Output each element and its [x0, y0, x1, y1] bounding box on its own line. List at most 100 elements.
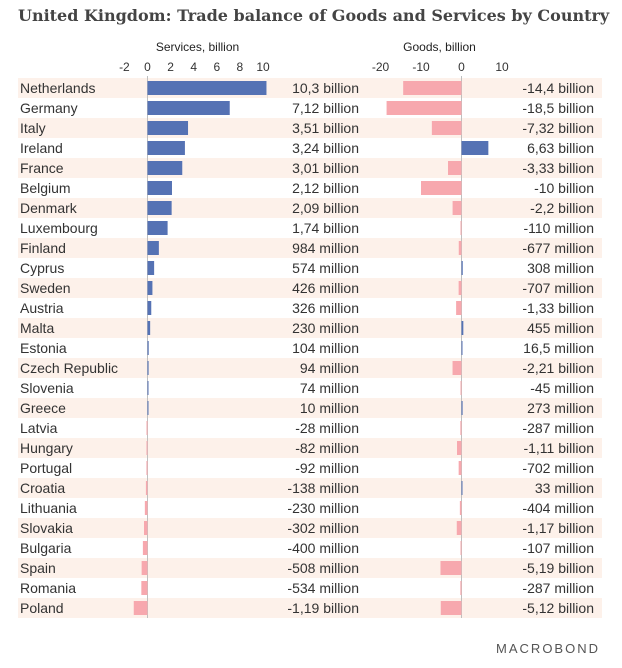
services-tick-label: 4 — [190, 60, 197, 74]
services-tick-label: 2 — [167, 60, 174, 74]
services-bar — [147, 281, 153, 295]
goods-value-label: -287 million — [522, 580, 594, 596]
goods-bar — [460, 421, 462, 435]
labels: Netherlands 10,3 billion -14,4 billion Germ… — [20, 80, 594, 616]
services-tick-label: 6 — [213, 60, 220, 74]
services-bar — [147, 181, 172, 195]
services-value-label: 426 million — [292, 280, 359, 296]
goods-value-label: -1,11 billion — [523, 440, 594, 456]
goods-tick-label: -20 — [372, 60, 390, 74]
macrobond-logo: MACROBOND — [496, 641, 600, 656]
services-bar — [141, 561, 148, 575]
services-value-label: -534 million — [287, 580, 359, 596]
goods-value-label: -1,17 billion — [522, 520, 594, 536]
goods-value-label: -2,2 billion — [530, 200, 594, 216]
goods-bar — [461, 141, 489, 155]
services-value-label: -138 million — [287, 480, 359, 496]
country-label: Portugal — [20, 460, 72, 476]
goods-value-label: -45 million — [530, 380, 594, 396]
services-value-label: 2,12 billion — [292, 180, 359, 196]
goods-value-label: 6,63 billion — [527, 140, 594, 156]
goods-bar — [452, 201, 462, 215]
goods-value-label: -14,4 billion — [522, 80, 594, 96]
goods-value-label: -1,33 billion — [522, 300, 594, 316]
country-label: France — [20, 160, 64, 176]
services-value-label: -1,19 billion — [287, 600, 359, 616]
goods-bar — [457, 441, 462, 455]
row-band — [18, 438, 602, 458]
services-tick-label: 0 — [144, 60, 151, 74]
country-label: Lithuania — [20, 500, 77, 516]
row-band — [18, 478, 602, 498]
goods-bar — [460, 541, 462, 555]
country-label: Romania — [20, 580, 76, 596]
row-bands — [18, 78, 602, 618]
goods-value-label: -10 billion — [534, 180, 594, 196]
goods-value-label: -2,21 billion — [522, 360, 594, 376]
goods-bar — [461, 341, 463, 355]
country-label: Malta — [20, 320, 54, 336]
country-label: Spain — [20, 560, 56, 576]
services-value-label: 1,74 billion — [292, 220, 359, 236]
country-label: Luxembourg — [20, 220, 98, 236]
country-label: Ireland — [20, 140, 63, 156]
services-value-label: 326 million — [292, 300, 359, 316]
services-tick-label: 10 — [256, 60, 270, 74]
services-bar — [141, 581, 148, 595]
services-bar — [147, 361, 149, 375]
goods-bar — [460, 581, 462, 595]
goods-bar — [458, 241, 462, 255]
services-value-label: -508 million — [287, 560, 359, 576]
services-value-label: 3,01 billion — [292, 160, 359, 176]
goods-value-label: -707 million — [522, 280, 594, 296]
country-label: Italy — [20, 120, 46, 136]
services-bar — [147, 341, 149, 355]
goods-bar — [458, 281, 462, 295]
services-bar — [147, 401, 149, 415]
services-bar — [144, 501, 148, 515]
goods-bar — [461, 321, 464, 335]
goods-value-label: -18,5 billion — [522, 100, 594, 116]
country-label: Belgium — [20, 180, 71, 196]
country-label: Slovenia — [20, 380, 74, 396]
goods-value-label: 308 million — [527, 260, 594, 276]
country-label: Sweden — [20, 280, 71, 296]
services-value-label: 2,09 billion — [292, 200, 359, 216]
services-bar — [147, 101, 230, 115]
services-bar — [147, 161, 183, 175]
goods-tick-label: 0 — [458, 60, 465, 74]
country-label: Finland — [20, 240, 66, 256]
services-bar — [147, 321, 151, 335]
services-bar — [147, 141, 185, 155]
country-label: Croatia — [20, 480, 65, 496]
services-bar — [147, 261, 155, 275]
services-value-label: -302 million — [287, 520, 359, 536]
goods-tick-label: -10 — [412, 60, 430, 74]
goods-value-label: -3,33 billion — [522, 160, 594, 176]
services-tick-label: 8 — [237, 60, 244, 74]
services-tick-label: -2 — [119, 60, 130, 74]
country-label: Bulgaria — [20, 540, 72, 556]
goods-bar — [386, 101, 462, 115]
goods-bar — [461, 261, 463, 275]
goods-bar — [403, 81, 462, 95]
services-value-label: 94 million — [300, 360, 359, 376]
country-label: Denmark — [20, 200, 78, 216]
goods-value-label: 455 million — [527, 320, 594, 336]
country-label: Estonia — [20, 340, 67, 356]
services-value-label: 3,24 billion — [292, 140, 359, 156]
goods-value-label: -110 million — [523, 220, 594, 236]
services-bar — [146, 441, 148, 455]
services-bar — [146, 461, 148, 475]
goods-bar — [421, 181, 462, 195]
goods-value-label: 16,5 million — [523, 340, 594, 356]
services-bar — [147, 81, 267, 95]
services-value-label: 74 million — [300, 380, 359, 396]
country-label: Greece — [20, 400, 66, 416]
services-bar — [147, 201, 172, 215]
country-label: Netherlands — [20, 80, 96, 96]
services-bar — [147, 381, 149, 395]
goods-bar — [440, 601, 462, 615]
services-bar — [133, 601, 148, 615]
